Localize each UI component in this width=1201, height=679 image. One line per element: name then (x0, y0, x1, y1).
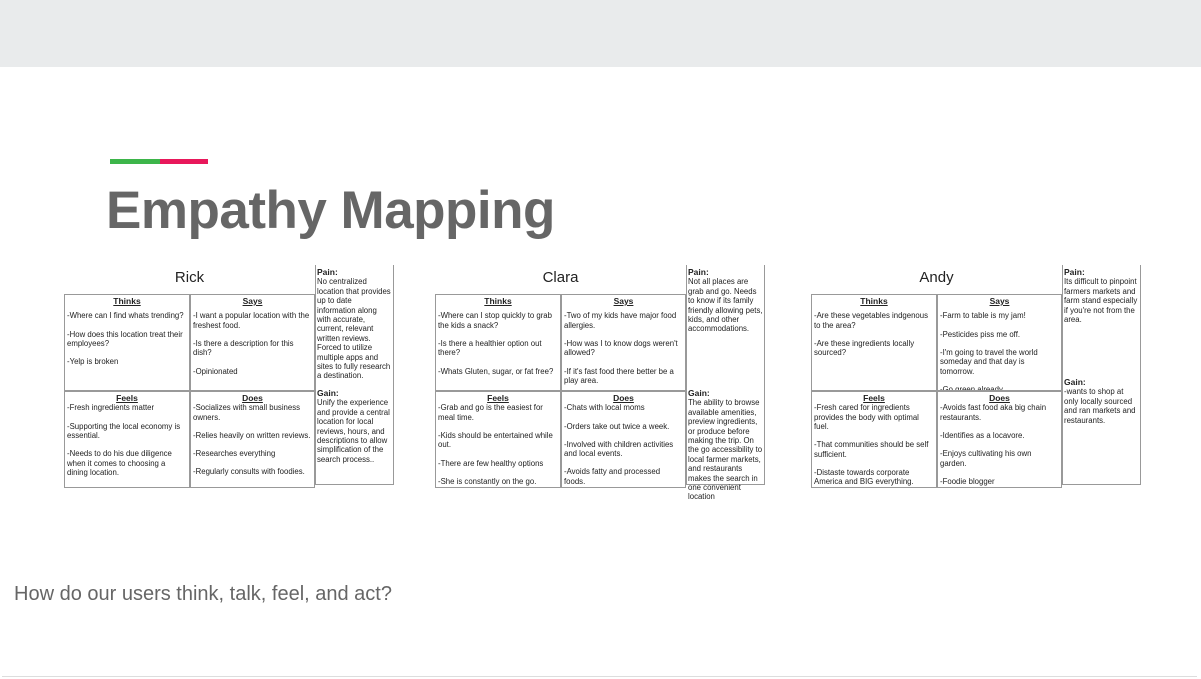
pain-gain-column (315, 265, 394, 485)
quadrant-item: -Two of my kids have major food allergie… (564, 311, 677, 330)
quadrant-item: -Regularly consults with foodies. (193, 467, 305, 477)
quadrant: Thinks -Are these vegetables indgenous to… (811, 294, 937, 391)
quadrant-item: -Where can I find whats trending? (67, 311, 184, 321)
quadrant-item: -Enjoys cultivating his own garden. (940, 449, 1032, 468)
pain-section: Pain: Not all places are grab and go. Nee… (686, 266, 765, 336)
pain-gain-column (1062, 265, 1141, 485)
quadrant-item: -Chats with local moms (564, 403, 645, 413)
quadrant-heading: Says (242, 296, 263, 306)
quadrant-item: -If it's fast food there better be a pla… (564, 366, 674, 386)
quadrant: Does -Chats with local moms -Orders take o… (561, 391, 686, 488)
quadrant-item: -Whats Gluten, sugar, or fat free? (438, 366, 554, 376)
quadrant-heading: Feels (863, 393, 885, 403)
quadrant: Thinks -Where can I stop quickly to grab … (435, 294, 561, 391)
slide (2, 67, 1197, 677)
quadrant: Says -Farm to table is my jam! -Pesticides… (937, 294, 1062, 391)
quadrant-item: -How was I to know dogs weren't allowed? (564, 339, 678, 358)
persona-name: Andy (919, 269, 954, 286)
gain-text: -wants to shop at only locally sourced a… (1064, 387, 1136, 425)
quadrant-item: -That communities should be self suffici… (814, 440, 929, 459)
gain-section: Gain: The ability to browse available ame… (686, 387, 765, 504)
quadrant: Feels -Grab and go is the easiest for mea… (435, 391, 561, 488)
quadrant-heading: Feels (116, 393, 138, 403)
gain-label: Gain: (317, 388, 339, 398)
quadrant-item: -Kids should be entertained while out. (438, 431, 553, 450)
gain-section: Gain: Unify the experience and provide a … (315, 387, 394, 466)
top-bar (0, 0, 1201, 67)
persona-map: Andy Thinks -Are these vegetables indgenou… (811, 265, 1141, 488)
quadrant-heading: Does (989, 393, 1010, 403)
quadrant-item: -Grab and go is the easiest for meal tim… (438, 403, 543, 422)
pain-gain-column (686, 265, 765, 485)
quadrant-item: -Fresh ingredients matter (67, 403, 155, 413)
quadrant-item: -Relies heavily on written reviews. (193, 431, 311, 441)
quadrant-heading: Does (613, 393, 634, 403)
quadrant-item: -Orders take out twice a week. (564, 421, 670, 431)
quadrant-item: -I'm going to travel the world someday a… (940, 347, 1038, 376)
quadrant-heading: Does (242, 393, 263, 403)
quadrant-item: -Avoids fast food aka big chain restaura… (940, 403, 1047, 422)
quadrant-item: -Fresh cared for ingredients provides th… (814, 403, 919, 432)
persona-map: Rick Thinks -Where can I find whats trendi… (64, 265, 394, 488)
quadrant-item: -Avoids fatty and processed foods. (564, 467, 661, 486)
gain-text: The ability to browse available amenitie… (688, 398, 763, 502)
quadrant-item: -I want a popular location with the fres… (193, 311, 310, 330)
quadrant-item: -She is constantly on the go. (438, 476, 537, 486)
slide-title: Empathy Mapping (106, 181, 555, 240)
quadrant-item: -Supporting the local economy is essenti… (67, 421, 181, 441)
gain-label: Gain: (688, 388, 710, 398)
pain-section: Pain: Its difficult to pinpoint farmers m… (1062, 266, 1141, 326)
persona-map: Clara Thinks -Where can I stop quickly to … (435, 265, 765, 501)
quadrant-item: -Needs to do his due diligence when it c… (67, 449, 172, 478)
pain-label: Pain: (317, 267, 338, 277)
quadrant-item: -How does this location treat their empl… (67, 329, 183, 349)
quadrant: Says -I want a popular location with the … (190, 294, 315, 391)
quadrant-item: -Farm to table is my jam! (940, 311, 1026, 321)
quadrant-item: -Socializes with small business owners. (193, 403, 301, 422)
quadrant-heading: Thinks (113, 296, 141, 306)
gain-label: Gain: (1064, 377, 1086, 387)
quadrant-item: -Yelp is broken (67, 357, 119, 367)
quadrant: Thinks -Where can I find whats trending? -… (64, 294, 190, 391)
quadrant-item: -Foodie blogger (940, 476, 995, 486)
quadrant-heading: Feels (487, 393, 509, 403)
pain-text: Not all places are grab and go. Needs to… (688, 277, 763, 334)
pain-text: Its difficult to pinpoint farmers market… (1064, 277, 1138, 325)
quadrant-item: -Opinionated (193, 366, 238, 376)
quadrant-item: -There are few healthy options (438, 458, 544, 468)
slide-subtitle: How do our users think, talk, feel, and … (14, 583, 392, 605)
pain-label: Pain: (688, 267, 709, 277)
quadrant-heading: Says (613, 296, 634, 306)
quadrant: Says -Two of my kids have major food alle… (561, 294, 686, 391)
pain-text: No centralized location that provides up… (317, 277, 391, 381)
quadrant: Does -Socializes with small business owne… (190, 391, 315, 488)
persona-name: Rick (174, 269, 205, 286)
quadrant-item: -Researches everything (193, 449, 276, 459)
accent-green (110, 159, 160, 164)
quadrant-item: -Is there a description for this dish? (193, 339, 294, 358)
gain-section: Gain: -wants to shop at only locally sour… (1062, 376, 1141, 427)
quadrant: Does -Avoids fast food aka big chain rest… (937, 391, 1062, 488)
quadrant-heading: Says (989, 296, 1010, 306)
quadrant-item: -Is there a healthier option out there? (438, 339, 542, 358)
quadrant-item: -Pesticides piss me off. (940, 329, 1021, 339)
pain-section: Pain: No centralized location that provid… (315, 266, 394, 383)
quadrant-heading: Thinks (860, 296, 888, 306)
quadrant-item: -Go green already (940, 384, 1003, 391)
quadrant-item: -Where can I stop quickly to grab the ki… (438, 311, 552, 330)
quadrant-item: -Involved with children activities and l… (564, 439, 674, 459)
pain-label: Pain: (1064, 267, 1085, 277)
quadrant-item: -Are these ingredients locally sourced? (814, 339, 915, 358)
quadrant-item: -Identifies as a locavore. (940, 431, 1025, 441)
quadrant-item: -Distaste towards corporate America and … (814, 468, 914, 487)
quadrant: Feels -Fresh ingredients matter -Supportin… (64, 391, 190, 488)
accent-pink (160, 159, 208, 164)
quadrant: Feels -Fresh cared for ingredients provid… (811, 391, 937, 488)
persona-name: Clara (542, 269, 579, 286)
quadrant-heading: Thinks (484, 296, 512, 306)
gain-text: Unify the experience and provide a centr… (317, 398, 390, 464)
quadrant-item: -Are these vegetables indgenous to the a… (814, 311, 928, 330)
